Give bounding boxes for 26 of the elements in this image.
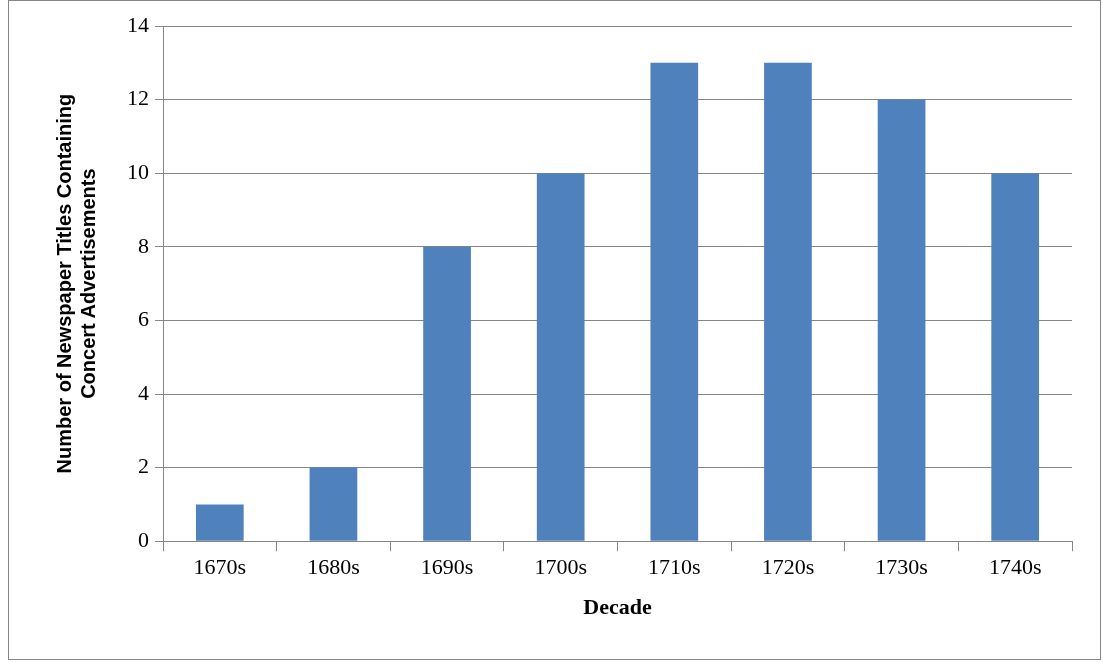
x-tick-label: 1680s xyxy=(307,554,360,580)
y-tick-label: 14 xyxy=(127,11,149,37)
x-tick-label: 1690s xyxy=(420,554,474,580)
y-tick-label: 6 xyxy=(138,306,149,332)
bar xyxy=(195,504,244,541)
y-axis-title: Number of Newspaper Titles Containing Concert Advertisements xyxy=(52,93,99,474)
y-tick-label: 12 xyxy=(127,85,149,111)
y-tick-label: 4 xyxy=(138,379,149,405)
bar xyxy=(536,173,585,541)
x-tick-label: 1720s xyxy=(761,554,815,580)
bar xyxy=(764,62,812,541)
x-tick-label: 1670s xyxy=(193,554,247,580)
bar xyxy=(423,246,471,541)
x-tick-label: 1730s xyxy=(875,554,928,580)
x-tick-label: 1700s xyxy=(534,554,587,580)
y-tick-label: 2 xyxy=(138,453,149,479)
y-tick-label: 0 xyxy=(138,526,149,552)
y-tick-label: 8 xyxy=(138,232,149,258)
bar xyxy=(650,62,699,541)
bar xyxy=(991,173,1040,541)
x-tick-label: 1710s xyxy=(648,554,701,580)
bar xyxy=(877,99,926,541)
y-tick-label: 10 xyxy=(127,158,149,184)
bar xyxy=(309,467,358,541)
x-tick-label: 1740s xyxy=(988,554,1042,580)
x-axis-title: Decade xyxy=(583,594,652,620)
